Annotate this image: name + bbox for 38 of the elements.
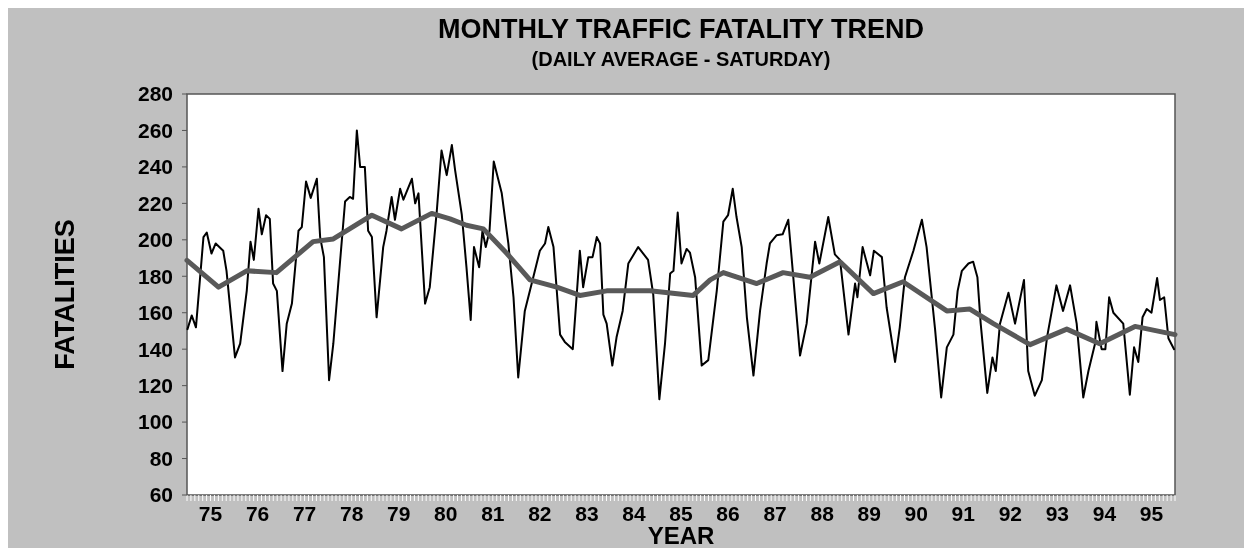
y-tick-label: 120 (137, 373, 173, 397)
y-tick-label: 240 (137, 155, 173, 179)
x-tick-label: 82 (528, 502, 552, 525)
x-tick-label: 89 (857, 502, 881, 525)
y-tick-label: 280 (137, 82, 173, 106)
y-tick-label: 140 (137, 337, 173, 361)
x-tick-label: 93 (1045, 502, 1070, 525)
y-tick-label: 100 (137, 410, 173, 434)
x-tick-label: 80 (434, 502, 458, 525)
x-axis-title: YEAR (647, 522, 715, 549)
x-tick-label: 78 (339, 502, 364, 525)
x-tick-label: 84 (622, 502, 646, 525)
y-tick-label: 200 (137, 228, 173, 252)
y-tick-label: 80 (149, 446, 173, 470)
x-tick-label: 88 (810, 502, 835, 525)
x-tick-label: 77 (292, 502, 317, 525)
y-tick-label: 220 (137, 191, 173, 215)
chart-title: MONTHLY TRAFFIC FATALITY TREND (438, 14, 924, 44)
y-tick-label: 160 (137, 301, 173, 325)
x-tick-label: 83 (575, 502, 599, 525)
x-tick-label: 85 (669, 502, 693, 525)
x-tick-label: 87 (763, 502, 787, 525)
x-tick-label: 76 (245, 502, 270, 525)
y-axis-title: FATALITIES (50, 219, 80, 370)
chart-subtitle: (DAILY AVERAGE - SATURDAY) (531, 48, 831, 70)
y-tick-label: 180 (137, 264, 173, 288)
x-tick-label: 91 (951, 502, 976, 525)
x-tick-label: 94 (1092, 502, 1117, 525)
x-tick-label: 92 (998, 502, 1023, 525)
x-tick-label: 90 (904, 502, 928, 525)
x-tick-label: 75 (198, 502, 223, 525)
x-tick-label: 95 (1139, 502, 1164, 525)
x-tick-label: 81 (481, 502, 505, 525)
x-tick-label: 86 (716, 502, 740, 525)
line-series (186, 129, 1176, 401)
y-tick-label: 60 (149, 483, 173, 507)
y-tick-label: 260 (137, 118, 173, 142)
x-tick-label: 79 (387, 502, 411, 525)
